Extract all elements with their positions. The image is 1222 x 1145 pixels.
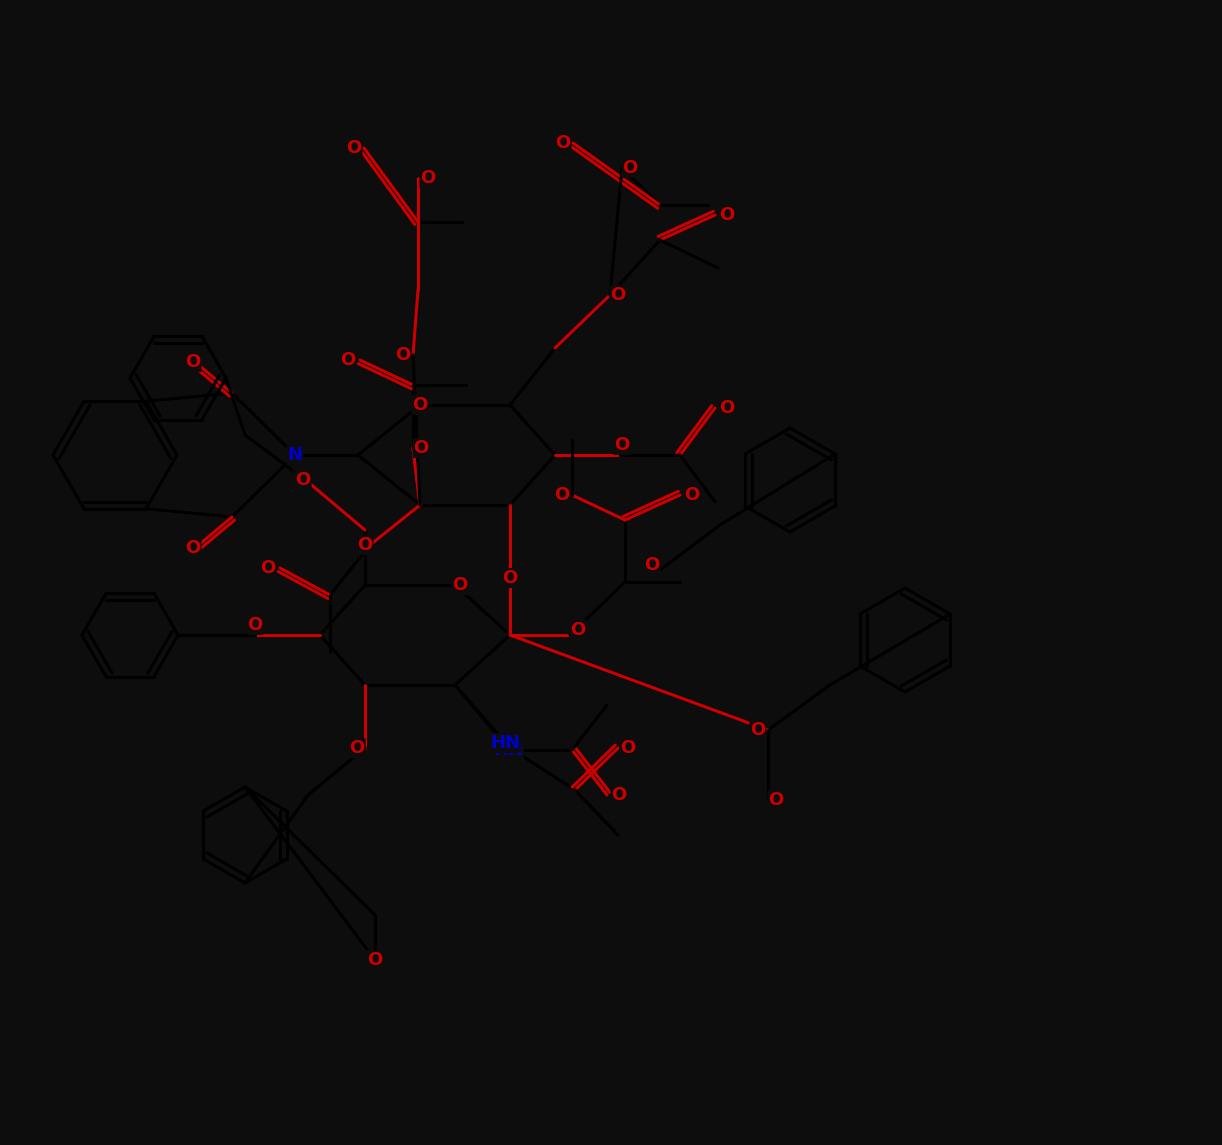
Text: O: O [610, 286, 626, 305]
Text: O: O [357, 536, 373, 554]
Text: O: O [247, 616, 263, 634]
Text: O: O [186, 353, 200, 371]
Text: O: O [502, 569, 518, 587]
Text: O: O [396, 346, 411, 364]
Text: O: O [346, 139, 362, 157]
Text: O: O [769, 791, 783, 810]
Text: O: O [349, 739, 364, 757]
Text: O: O [750, 721, 766, 739]
Text: O: O [644, 556, 660, 574]
Text: O: O [413, 439, 429, 457]
Text: O: O [412, 396, 428, 414]
Text: O: O [684, 485, 700, 504]
Text: O: O [296, 471, 310, 489]
Text: O: O [420, 169, 435, 187]
Text: O: O [341, 352, 356, 369]
Text: N: N [287, 447, 303, 464]
Text: O: O [720, 398, 734, 417]
Text: O: O [186, 539, 200, 556]
Text: O: O [720, 206, 734, 224]
Text: O: O [452, 576, 468, 594]
Text: O: O [571, 621, 585, 639]
Text: O: O [555, 134, 571, 152]
Text: O: O [260, 559, 276, 577]
Text: O: O [621, 739, 635, 757]
Text: HN: HN [492, 741, 523, 759]
Text: O: O [611, 785, 627, 804]
Text: O: O [368, 951, 382, 969]
Text: HN: HN [490, 734, 521, 752]
Text: O: O [555, 485, 569, 504]
Text: O: O [615, 436, 629, 455]
Text: O: O [622, 159, 638, 177]
